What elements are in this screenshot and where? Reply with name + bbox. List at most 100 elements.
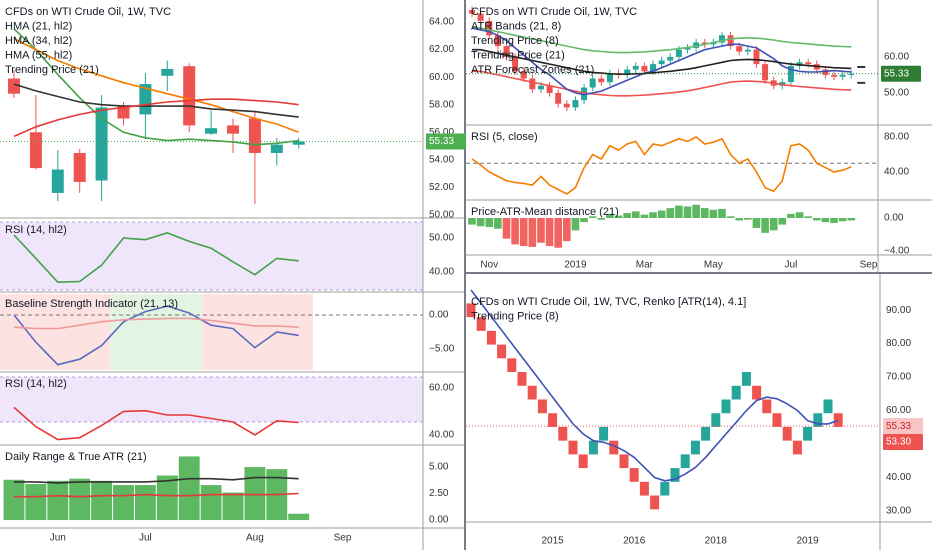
series-line <box>14 492 299 498</box>
bar <box>200 485 222 521</box>
candle-body <box>693 42 700 48</box>
candle-body <box>469 10 475 14</box>
candle-body <box>512 56 519 72</box>
bar <box>545 218 554 247</box>
x-tick-label: Sep <box>860 260 878 271</box>
bar <box>675 205 683 219</box>
y-tick-label: 54.00 <box>429 154 454 165</box>
candle-body <box>848 73 855 75</box>
bar <box>812 218 821 221</box>
renko-brick <box>619 454 629 469</box>
y-tick-label: 60.00 <box>886 405 911 416</box>
pane-title: Daily Range & True ATR (21) <box>5 451 147 463</box>
series-line <box>472 27 852 54</box>
candle-body <box>589 78 596 88</box>
bar <box>485 218 494 228</box>
legend-entry: Trending Price (21) <box>5 64 99 76</box>
bar <box>657 210 666 219</box>
bar <box>838 218 847 222</box>
candle-body <box>29 132 42 169</box>
renko-brick <box>731 385 741 400</box>
candle-body <box>477 13 484 21</box>
candle-body <box>227 125 239 134</box>
bar <box>709 209 718 219</box>
bar <box>744 218 752 220</box>
candle-body <box>51 169 64 193</box>
bar <box>821 218 830 223</box>
bar <box>787 213 795 219</box>
renko-brick <box>629 468 639 482</box>
y-tick-label: 64.00 <box>429 17 454 28</box>
pane-title: RSI (5, close) <box>471 131 538 143</box>
bar <box>580 218 588 223</box>
y-tick-label: 50.00 <box>884 88 909 99</box>
bar <box>631 211 640 219</box>
bar <box>91 480 113 521</box>
bar <box>588 216 597 219</box>
x-tick-label: Sep <box>334 533 352 544</box>
pane-title: Price-ATR-Mean distance (21) <box>471 206 619 218</box>
y-tick-label: 5.00 <box>429 462 449 473</box>
bar <box>614 215 623 219</box>
y-tick-label: 50.00 <box>429 210 454 221</box>
candle-body <box>183 66 196 126</box>
x-tick-label: Jul <box>785 260 798 271</box>
y-tick-label: 50.00 <box>429 233 454 244</box>
renko-brick <box>639 481 649 496</box>
price-tag-label: 55.33 <box>884 68 909 79</box>
renko-brick <box>609 440 619 455</box>
renko-brick <box>823 399 833 414</box>
renko-brick <box>476 317 486 331</box>
x-tick-label: 2019 <box>796 536 819 547</box>
candle-body <box>831 74 838 77</box>
renko-brick <box>752 385 762 400</box>
baseline-zone <box>202 294 313 370</box>
candle-body <box>555 92 562 104</box>
bar <box>113 485 134 521</box>
series-line <box>13 305 299 366</box>
x-tick-label: 2015 <box>541 536 564 547</box>
bar <box>468 218 476 225</box>
bar <box>571 218 580 231</box>
series-line <box>13 406 299 441</box>
candle-body <box>529 78 536 90</box>
renko-brick <box>782 426 792 441</box>
y-tick-label: 0.00 <box>429 310 449 321</box>
bar <box>623 213 631 219</box>
series-line <box>14 476 299 484</box>
y-tick-label: 40.00 <box>429 267 454 278</box>
candle-body <box>762 64 769 81</box>
candle-body <box>598 78 605 83</box>
renko-brick <box>762 399 772 414</box>
renko-brick <box>578 454 588 469</box>
bar <box>69 478 91 521</box>
x-tick-label: 2018 <box>705 536 728 547</box>
y-tick-label: 0.00 <box>429 515 449 526</box>
bar <box>502 218 511 239</box>
renko-brick <box>558 426 568 441</box>
bar <box>830 218 838 223</box>
candle-body <box>520 71 527 79</box>
legend-entry: Trending Price (8) <box>471 35 559 47</box>
candle-body <box>667 56 674 61</box>
bar <box>795 212 804 219</box>
y-tick-label: 60.00 <box>884 52 909 63</box>
candle-body <box>805 62 812 65</box>
candle-body <box>744 49 751 52</box>
rsi-band <box>0 377 423 422</box>
series-line <box>13 98 299 138</box>
y-tick-label: 80.00 <box>886 338 911 349</box>
price-tag <box>426 133 466 150</box>
series-line <box>471 136 852 195</box>
legend-entry: ATR Bands (21, 8) <box>471 20 561 32</box>
bar <box>640 214 649 219</box>
bar <box>700 208 709 219</box>
bar <box>769 218 778 231</box>
y-tick-label: −5.00 <box>429 344 455 355</box>
candle-body <box>675 49 682 57</box>
baseline-zone <box>110 294 202 370</box>
renko-brick <box>792 440 802 455</box>
candle-body <box>822 69 829 75</box>
pane-title: RSI (14, hl2) <box>5 224 67 236</box>
series-line <box>13 37 299 134</box>
